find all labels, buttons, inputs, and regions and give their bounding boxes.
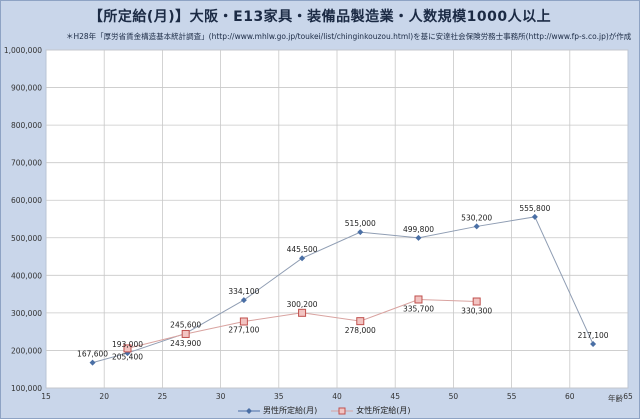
y-tick-label: 600,000 xyxy=(11,196,42,205)
legend-item-female: 女性所定給(月) xyxy=(331,405,411,416)
data-point-female xyxy=(298,308,307,317)
data-label: 334,100 xyxy=(228,287,259,296)
y-tick-label: 900,000 xyxy=(11,84,42,93)
data-label: 243,900 xyxy=(170,339,201,348)
x-tick-label: 25 xyxy=(158,392,168,401)
y-tick-label: 800,000 xyxy=(11,121,42,130)
y-tick-label: 700,000 xyxy=(11,159,42,168)
data-label: 205,400 xyxy=(112,352,143,361)
x-tick-label: 20 xyxy=(99,392,109,401)
x-axis-ticks: 15 20 25 30 35 40 45 50 55 60 65 xyxy=(41,392,633,401)
data-label: 330,300 xyxy=(461,307,492,316)
data-point-female xyxy=(123,344,132,353)
x-tick-label: 40 xyxy=(332,392,342,401)
chart-subtitle: ＊H28年「厚労省賃金構造基本統計調査」(http://www.mhlw.go.… xyxy=(66,32,632,41)
data-point-female xyxy=(414,295,423,304)
data-point-male xyxy=(473,223,480,230)
chart-title: 【所定給(月)】大阪・E13家具・装備品製造業・人数規模1000人以上 xyxy=(88,9,552,25)
data-label: 167,600 xyxy=(77,350,108,359)
data-label: 278,000 xyxy=(345,326,376,335)
x-axis-label: 年齢 xyxy=(608,393,623,403)
y-axis-ticks: 100,000 200,000 300,000 400,000 500,000 600,0… xyxy=(4,46,42,393)
data-point-male xyxy=(240,297,247,304)
data-label: 245,600 xyxy=(170,320,201,329)
y-tick-label: 500,000 xyxy=(11,234,42,243)
data-label: 530,200 xyxy=(461,213,492,222)
legend-marker-square-icon xyxy=(331,407,354,414)
x-tick-label: 50 xyxy=(449,392,459,401)
data-point-male xyxy=(89,359,96,366)
series-layer xyxy=(89,213,597,366)
series-line-0 xyxy=(92,216,594,364)
data-point-male xyxy=(357,229,364,236)
legend-label-male: 男性所定給(月) xyxy=(263,406,318,415)
y-tick-label: 300,000 xyxy=(11,309,42,318)
y-tick-label: 1,000,000 xyxy=(4,46,42,55)
data-label: 217,100 xyxy=(578,331,609,340)
data-point-female xyxy=(356,317,365,326)
data-point-female xyxy=(181,329,190,338)
data-label: 445,500 xyxy=(287,245,318,254)
legend-item-male: 男性所定給(月) xyxy=(238,405,317,416)
x-tick-label: 30 xyxy=(216,392,226,401)
data-label: 515,000 xyxy=(345,219,376,228)
x-tick-label: 35 xyxy=(274,392,284,401)
x-tick-label: 65 xyxy=(623,392,633,401)
data-label: 335,700 xyxy=(403,304,434,313)
data-point-male xyxy=(299,255,306,262)
legend-label-female: 女性所定給(月) xyxy=(356,406,411,415)
x-tick-label: 55 xyxy=(507,392,517,401)
legend: 男性所定給(月) 女性所定給(月) xyxy=(238,405,411,416)
data-label-layer: 167,600 193,000 245,600 334,100 445,500 515,0… xyxy=(77,204,609,362)
data-point-male xyxy=(531,213,538,220)
y-tick-label: 200,000 xyxy=(11,346,42,355)
data-point-male xyxy=(415,234,422,241)
data-label: 499,800 xyxy=(403,225,434,234)
data-label: 300,200 xyxy=(287,300,318,309)
data-label: 277,100 xyxy=(228,325,259,334)
x-tick-label: 45 xyxy=(390,392,400,401)
data-label: 555,800 xyxy=(519,204,550,213)
data-point-female xyxy=(472,297,481,306)
legend-marker-diamond-icon xyxy=(238,407,260,414)
data-point-male xyxy=(590,341,597,348)
y-tick-label: 100,000 xyxy=(11,384,42,393)
data-label: 193,000 xyxy=(112,340,143,349)
x-tick-label: 60 xyxy=(565,392,575,401)
x-tick-label: 15 xyxy=(41,392,51,401)
y-tick-label: 400,000 xyxy=(11,271,42,280)
grid-layer xyxy=(46,49,628,389)
data-point-female xyxy=(239,317,248,326)
